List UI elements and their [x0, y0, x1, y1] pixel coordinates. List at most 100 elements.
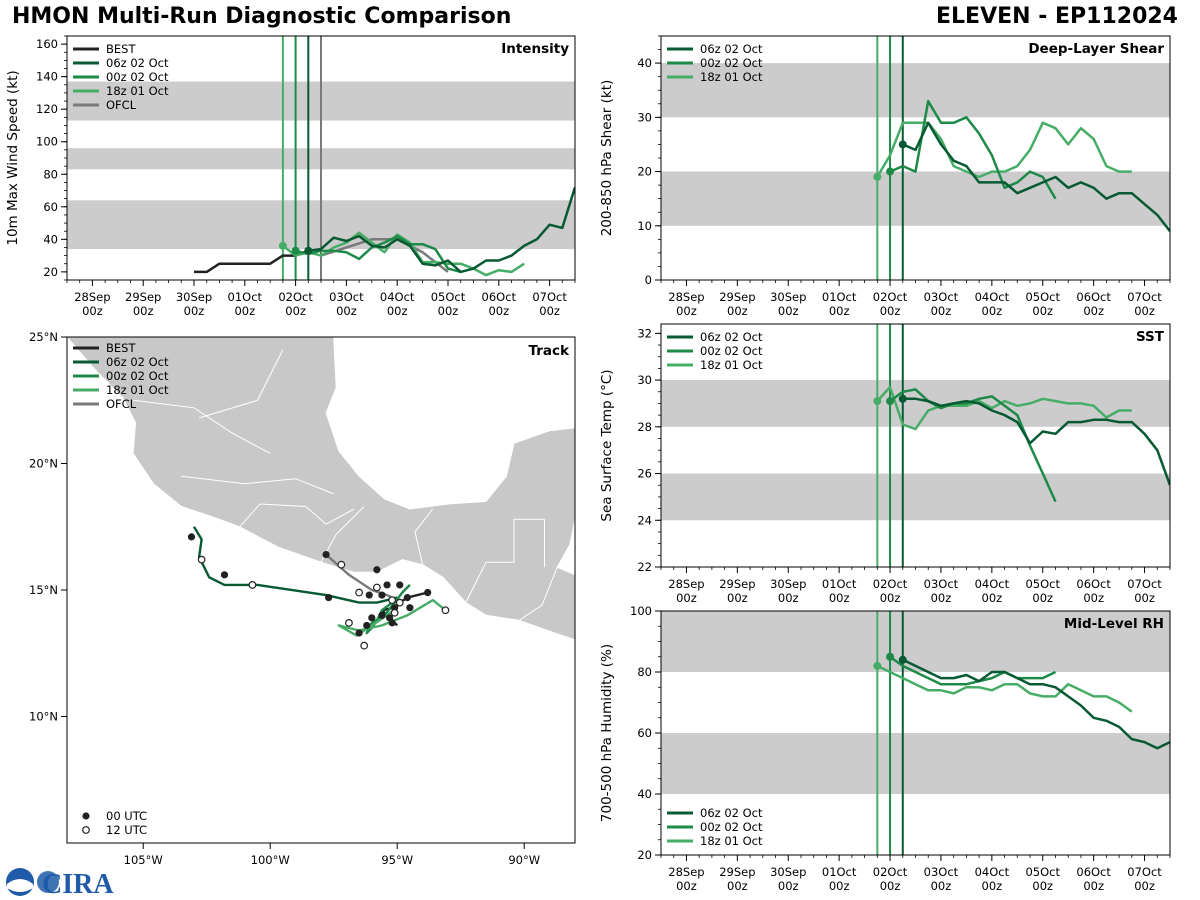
legend-label-run18z01: 18z 01 Oct: [700, 834, 763, 848]
x-tick-label: 00z: [133, 304, 154, 318]
x-tick-label: 00z: [982, 304, 1003, 318]
x-tick-label: 00z: [727, 879, 748, 893]
track-point-00utc: [403, 593, 411, 602]
series-line-run00z02: [295, 234, 462, 274]
x-tick-label: 29Sep: [719, 290, 755, 304]
x-tick-label: 07Oct: [1127, 577, 1162, 591]
legend-label-run18z01: 18z 01 Oct: [106, 383, 169, 397]
track-point-00utc: [383, 581, 391, 589]
y-tick-label: 15°N: [29, 583, 58, 597]
x-tick-label: 03Oct: [924, 577, 959, 591]
figure-title: HMON Multi-Run Diagnostic Comparison: [12, 4, 512, 29]
y-tick-label: 20: [637, 848, 652, 862]
x-tick-label: 00z: [880, 591, 901, 605]
map-border: [132, 399, 271, 454]
init-lines: [281, 36, 322, 280]
shaded-band: [661, 171, 1170, 226]
series-group: [873, 99, 1170, 232]
chart-rh: 2040608010028Sep00z29Sep00z30Sep00z01Oct…: [599, 604, 1171, 893]
series-line-run18z01: [282, 231, 525, 277]
x-tick-label: 06Oct: [482, 290, 517, 304]
track-point-00utc: [325, 593, 333, 602]
x-tick-label: 07Oct: [1127, 865, 1162, 879]
track-point-00utc: [187, 533, 196, 541]
init-lines: [876, 36, 904, 280]
legend-label-run00z02: 00z 02 Oct: [700, 820, 763, 834]
panel-title: Mid-Level RH: [1064, 616, 1164, 632]
x-tick-label: 00z: [676, 879, 697, 893]
series-start-point-run18z01: [278, 241, 287, 250]
track-point-12utc: [441, 606, 450, 615]
legend-label-run00z02: 00z 02 Oct: [106, 70, 169, 84]
y-tick-label: 80: [43, 167, 58, 181]
init-lines: [876, 611, 904, 855]
cira-logo-text: CIRA: [42, 869, 114, 898]
y-tick-label: 20°N: [29, 457, 58, 471]
x-tick-label: 28Sep: [668, 865, 704, 879]
cira-logo: CIRA: [6, 868, 114, 898]
chart-track: 105°W 100°W 95°W 90°W 10°N 15°N 20°N 25°N Track B…: [29, 330, 576, 867]
track-point-00utc: [378, 591, 386, 599]
x-tick-label: 03Oct: [924, 865, 959, 879]
shaded-band: [661, 473, 1170, 521]
track-point-00utc: [378, 611, 386, 619]
x-tick-label: 07Oct: [532, 290, 567, 304]
legend-label-run06z02: 06z 02 Oct: [106, 56, 169, 70]
legend-label-ofcl: OFCL: [106, 397, 137, 411]
y-tick-label: 20: [43, 265, 58, 279]
x-tick-label: 100°W: [251, 853, 290, 867]
x-tick-label: 00z: [234, 304, 255, 318]
track-point-12utc: [360, 641, 369, 650]
track-point-12utc: [395, 598, 404, 607]
map-border: [465, 518, 545, 603]
chart-intensity: 2040608010012014016028Sep00z29Sep00z30Se…: [5, 35, 576, 318]
series-line-run06z02: [902, 121, 1170, 232]
x-tick-label: 00z: [778, 304, 799, 318]
map-border: [414, 508, 434, 565]
x-tick-label: 00z: [1083, 879, 1104, 893]
legend-label-run06z02: 06z 02 Oct: [700, 330, 763, 344]
series-line-ofcl: [320, 238, 449, 273]
x-tick-label: 00z: [539, 304, 560, 318]
legend-label-utc00: 00 UTC: [106, 809, 147, 823]
series-start-point-run06z02: [898, 140, 907, 149]
y-tick-label: 28: [637, 420, 652, 434]
x-tick-label: 02Oct: [873, 290, 908, 304]
x-tick-label: 00z: [285, 304, 306, 318]
x-tick-label: 05Oct: [1025, 577, 1060, 591]
x-tick-label: 30Sep: [770, 865, 806, 879]
series-group: [873, 385, 1170, 503]
y-tick-label: 10: [637, 219, 652, 233]
series-line-run18z01: [876, 385, 1132, 431]
x-tick-label: 95°W: [381, 853, 413, 867]
legend-label-run00z02: 00z 02 Oct: [700, 344, 763, 358]
x-tick-label: 01Oct: [822, 865, 857, 879]
track-point-00utc: [396, 581, 404, 589]
globe-icon: [37, 871, 59, 893]
x-tick-label: 00z: [82, 304, 103, 318]
x-tick-label: 00z: [931, 591, 952, 605]
track-point-12utc: [372, 583, 381, 592]
legend-label-utc12: 12 UTC: [106, 823, 147, 837]
map-border: [181, 475, 334, 495]
y-tick-label: 40: [637, 787, 652, 801]
y-tick-label: 100: [630, 604, 652, 618]
y-tick-label: 100: [36, 135, 58, 149]
series-start-point-run06z02: [304, 246, 313, 255]
track-point-00utc: [220, 571, 229, 579]
x-tick-label: 01Oct: [822, 577, 857, 591]
shaded-band: [661, 733, 1170, 794]
track-point-12utc: [248, 581, 257, 589]
x-tick-label: 00z: [982, 879, 1003, 893]
x-tick-label: 00z: [184, 304, 205, 318]
x-tick-label: 00z: [880, 879, 901, 893]
x-tick-label: 105°W: [124, 853, 163, 867]
x-tick-label: 04Oct: [975, 577, 1010, 591]
storm-id: ELEVEN - EP112024: [936, 4, 1178, 29]
x-tick-label: 01Oct: [228, 290, 263, 304]
series-line-run00z02: [889, 655, 1057, 686]
x-tick-label: 00z: [676, 304, 697, 318]
x-tick-label: 02Oct: [873, 577, 908, 591]
y-tick-label: 10°N: [29, 710, 58, 724]
x-tick-label: 05Oct: [1025, 865, 1060, 879]
